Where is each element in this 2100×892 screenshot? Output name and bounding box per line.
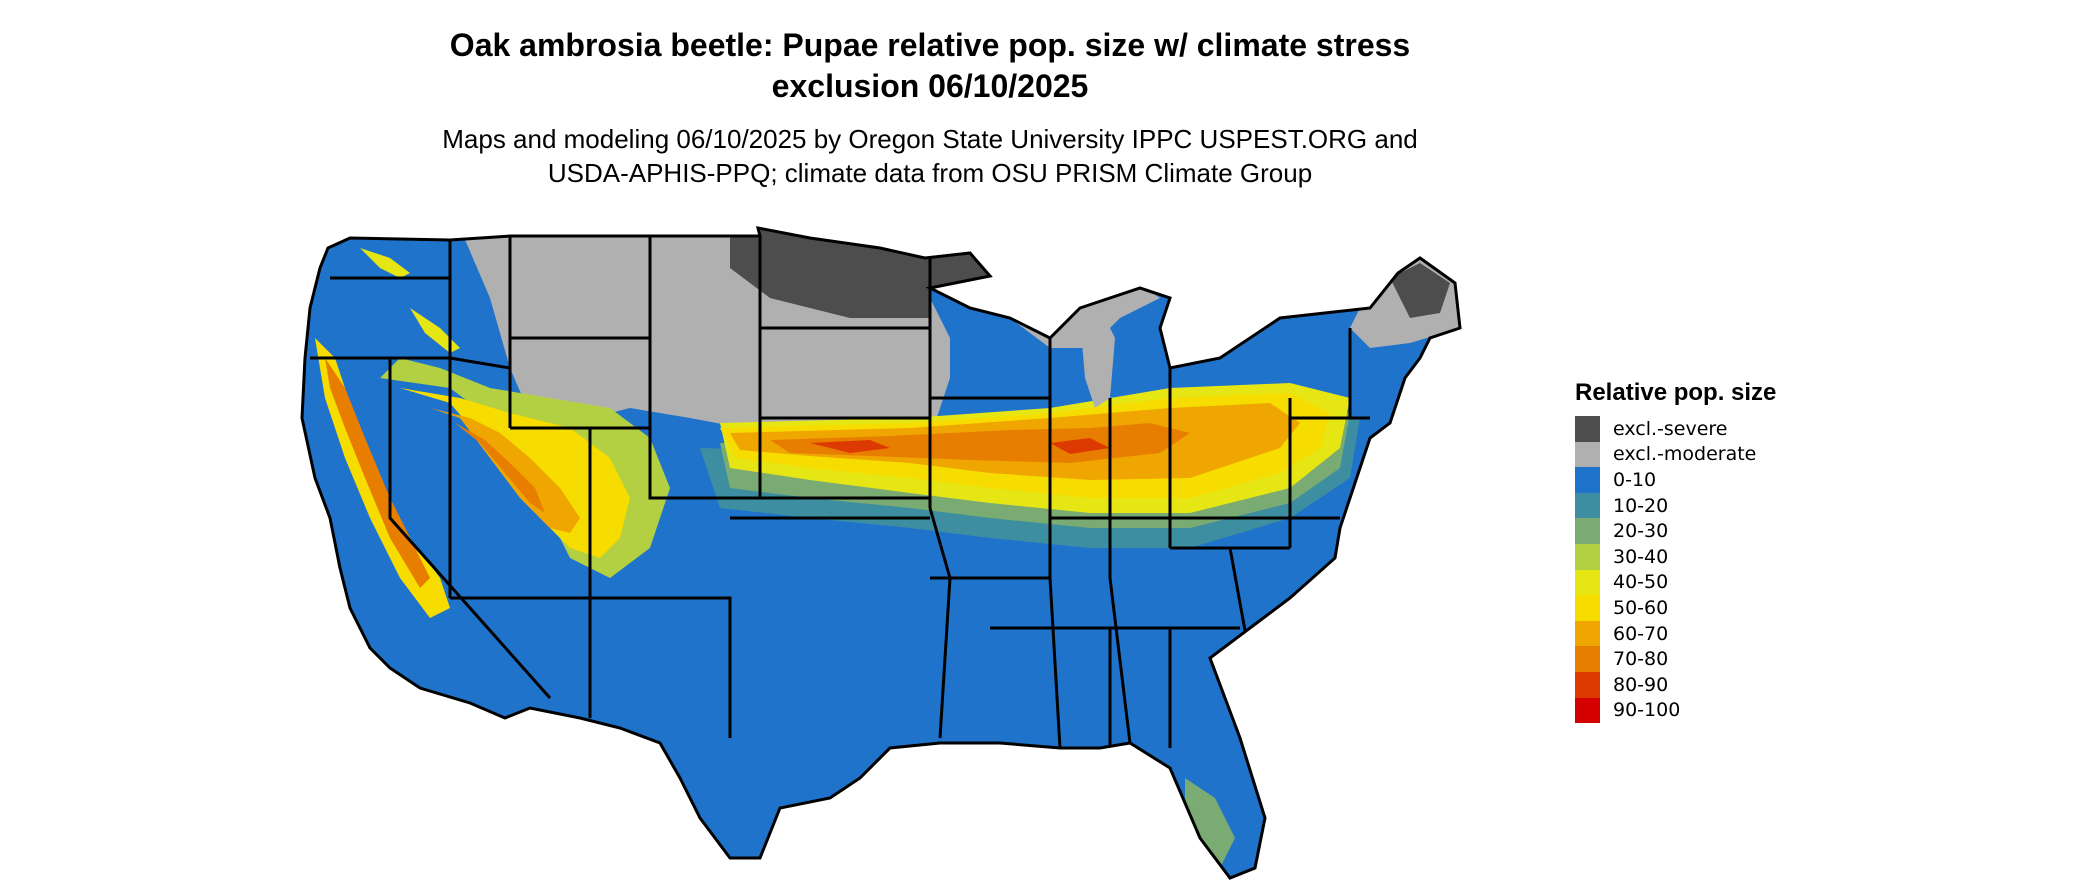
legend-item: 0-10 xyxy=(1575,467,1776,493)
map-region-hotspot-80-90-a xyxy=(810,440,890,453)
legend-label: 20-30 xyxy=(1613,520,1669,543)
legend-label: 10-20 xyxy=(1613,494,1669,517)
map-region-fl-tip xyxy=(1185,778,1235,868)
legend-item: 20-30 xyxy=(1575,518,1776,544)
legend-swatch xyxy=(1575,518,1600,544)
state-boundary xyxy=(449,356,511,370)
map-region-lake-michigan xyxy=(1080,308,1115,408)
us-outline xyxy=(300,226,1462,880)
legend-item: 30-40 xyxy=(1575,543,1776,570)
state-boundary xyxy=(1048,577,1062,749)
legend-item: 80-90 xyxy=(1575,671,1776,698)
legend-label: 80-90 xyxy=(1613,673,1669,696)
legend-swatch xyxy=(1575,441,1600,468)
map-subtitle: Maps and modeling 06/10/2025 by Oregon S… xyxy=(340,122,1520,190)
map-region-band-70-80 xyxy=(770,423,1190,463)
map-region-id-streak xyxy=(410,308,460,353)
legend-items: excl.-severe excl.-moderate 0-10 10-20 20-30… xyxy=(1575,416,1776,724)
legend-swatch xyxy=(1575,492,1600,519)
legend-item: 90-100 xyxy=(1575,697,1776,724)
title-line-1: Oak ambrosia beetle: Pupae relative pop.… xyxy=(449,27,1411,63)
legend-title: Relative pop. size xyxy=(1575,379,1777,406)
legend-item: 60-70 xyxy=(1575,620,1776,647)
map-region-excl-severe-me xyxy=(1390,263,1450,318)
legend-swatch xyxy=(1575,620,1600,647)
state-boundary xyxy=(388,358,552,699)
legend-label: excl.-severe xyxy=(1613,417,1728,440)
map-region-sw-70-80 xyxy=(455,423,545,513)
legend-label: 60-70 xyxy=(1613,622,1669,645)
legend-swatch xyxy=(1575,543,1600,570)
legend-label: 90-100 xyxy=(1613,699,1681,722)
map-region-ca-valley-core xyxy=(325,358,430,588)
state-boundary xyxy=(648,428,760,500)
legend: Relative pop. size excl.-severe excl.-mod… xyxy=(1575,378,1777,724)
legend-item: 70-80 xyxy=(1575,646,1776,672)
legend-item: 10-20 xyxy=(1575,492,1776,519)
legend-swatch xyxy=(1575,671,1600,698)
legend-swatch xyxy=(1575,467,1600,493)
legend-swatch xyxy=(1575,595,1600,621)
legend-label: excl.-moderate xyxy=(1613,443,1757,466)
legend-item: 40-50 xyxy=(1575,569,1776,596)
legend-swatch xyxy=(1575,646,1600,672)
state-boundary xyxy=(590,596,732,738)
state-boundary xyxy=(1108,577,1132,744)
subtitle-line-2: USDA-APHIS-PPQ; climate data from OSU PR… xyxy=(547,158,1313,188)
map-title: Oak ambrosia beetle: Pupae relative pop.… xyxy=(340,25,1520,107)
legend-label: 50-60 xyxy=(1613,596,1669,619)
legend-label: 30-40 xyxy=(1613,545,1669,568)
legend-swatch xyxy=(1575,569,1600,596)
legend-swatch xyxy=(1575,697,1600,724)
title-line-2: exclusion 06/10/2025 xyxy=(771,68,1089,104)
map-region-hotspot-80-90-b xyxy=(1050,438,1110,454)
legend-item: 50-60 xyxy=(1575,595,1776,621)
legend-label: 70-80 xyxy=(1613,648,1669,671)
us-map xyxy=(300,226,1462,880)
legend-item: excl.-severe xyxy=(1575,416,1776,442)
map-region-nw-streak xyxy=(360,248,410,278)
legend-item: excl.-moderate xyxy=(1575,441,1776,468)
subtitle-line-1: Maps and modeling 06/10/2025 by Oregon S… xyxy=(442,124,1418,154)
legend-label: 0-10 xyxy=(1613,468,1657,491)
legend-label: 40-50 xyxy=(1613,571,1669,594)
legend-swatch xyxy=(1575,416,1600,442)
